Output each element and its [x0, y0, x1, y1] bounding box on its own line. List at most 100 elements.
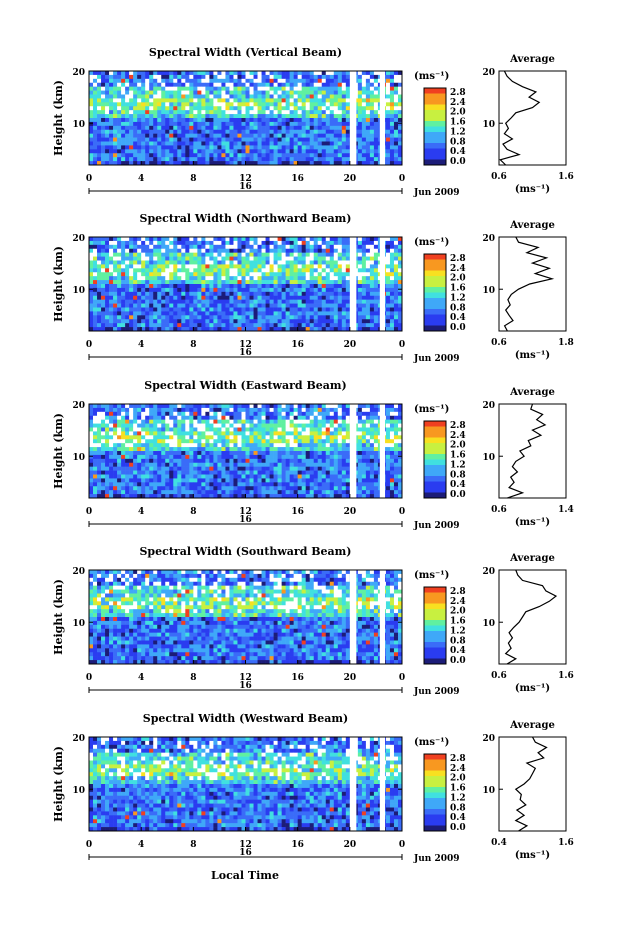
heatmap-cell	[169, 458, 174, 464]
heatmap-cell	[269, 284, 274, 289]
heatmap-cell	[145, 157, 150, 162]
heatmap-cell	[249, 280, 254, 285]
heatmap-cell	[177, 411, 182, 417]
heatmap-cell	[161, 252, 166, 257]
heatmap-cell	[229, 423, 234, 428]
heatmap-cell	[293, 145, 298, 150]
heatmap-cell	[153, 78, 158, 84]
heatmap-cell	[385, 307, 391, 312]
heatmap-cell	[157, 106, 162, 111]
heatmap-cell	[337, 260, 343, 265]
heatmap-cell	[273, 280, 278, 285]
heatmap-cell	[321, 287, 327, 293]
heatmap-cell	[333, 264, 339, 269]
data-gap	[349, 71, 357, 165]
heatmap-cell	[313, 284, 319, 289]
heatmap-cell	[153, 315, 158, 320]
heatmap-cell	[261, 431, 266, 436]
heatmap-cell	[101, 423, 106, 428]
heatmap-cell	[281, 252, 286, 257]
heatmap-cell	[177, 307, 182, 312]
heatmap-cell	[309, 280, 315, 285]
heatmap-cell	[313, 237, 319, 242]
heatmap-cell	[149, 110, 154, 115]
heatmap-cell	[317, 287, 323, 293]
heatmap-cell	[365, 272, 371, 277]
heatmap-cell	[141, 71, 146, 76]
heatmap-cell	[209, 280, 214, 285]
heatmap-cell	[253, 443, 258, 448]
heatmap-cell	[97, 303, 102, 308]
heatmap-cell	[389, 90, 395, 95]
colorbar-tick-label: 0.0	[450, 157, 466, 167]
heatmap-cell	[225, 454, 230, 460]
heatmap-cell	[141, 427, 146, 432]
heatmap-cell	[197, 260, 202, 265]
heatmap-cell	[293, 256, 298, 261]
heatmap-cell	[109, 407, 114, 413]
heatmap-cell	[177, 327, 182, 332]
heatmap-cell	[97, 427, 102, 432]
heatmap-cell	[105, 149, 110, 154]
heatmap-cell	[321, 71, 327, 76]
heatmap-cell	[357, 276, 363, 281]
heatmap-cell	[165, 153, 170, 158]
heatmap-cell	[225, 303, 230, 308]
heatmap-cell	[109, 404, 114, 409]
heatmap-cell	[137, 129, 142, 134]
heatmap-cell	[129, 303, 134, 308]
heatmap-cell	[285, 161, 290, 166]
heatmap-cell	[233, 141, 238, 146]
heatmap-cell	[321, 415, 327, 420]
heatmap-cell	[93, 256, 98, 261]
heatmap-cell	[385, 94, 391, 99]
heatmap-cell	[369, 161, 375, 166]
heatmap-cell	[257, 90, 262, 95]
heatmap-cell	[369, 404, 375, 409]
heatmap-cell	[257, 451, 262, 456]
heatmap-cell	[369, 443, 375, 448]
heatmap-cell	[241, 451, 246, 456]
heatmap-cell	[105, 443, 110, 448]
colorbar-segment	[424, 104, 446, 111]
heatmap-cell	[241, 435, 246, 440]
heatmap-cell	[365, 411, 371, 417]
heatmap-cell	[89, 280, 94, 285]
heatmap-cell	[337, 153, 343, 158]
heatmap-cell	[357, 94, 363, 99]
heatmap-cell	[361, 82, 367, 87]
heatmap-cell	[345, 323, 351, 328]
heatmap-cell	[361, 71, 367, 76]
heatmap-cell	[173, 280, 178, 285]
heatmap-cell	[165, 129, 170, 134]
heatmap-cell	[393, 280, 399, 285]
heatmap-cell	[293, 284, 298, 289]
heatmap-cell	[165, 435, 170, 440]
heatmap-cell	[293, 287, 298, 293]
heatmap-cell	[241, 118, 246, 123]
heatmap-cell	[109, 94, 114, 99]
heatmap-cell	[261, 307, 266, 312]
heatmap-cell	[141, 435, 146, 440]
heatmap-cell	[145, 264, 150, 269]
heatmap-cell	[153, 133, 158, 138]
heatmap-cell	[289, 439, 294, 444]
heatmap-cell	[241, 94, 246, 99]
heatmap-cell	[281, 149, 286, 154]
heatmap-cell	[93, 272, 98, 277]
heatmap-cell	[93, 411, 98, 417]
heatmap-cell	[249, 327, 254, 332]
heatmap-cell	[149, 114, 154, 119]
heatmap-cell	[165, 161, 170, 166]
heatmap-cell	[385, 237, 391, 242]
heatmap-cell	[133, 118, 138, 123]
heatmap-cell	[189, 98, 194, 103]
heatmap-cell	[185, 145, 190, 150]
heatmap-cell	[173, 102, 178, 107]
heatmap-cell	[389, 153, 395, 158]
heatmap-cell	[245, 129, 250, 134]
heatmap-cell	[201, 260, 206, 265]
heatmap-cell	[193, 280, 198, 285]
heatmap-cell	[281, 133, 286, 138]
